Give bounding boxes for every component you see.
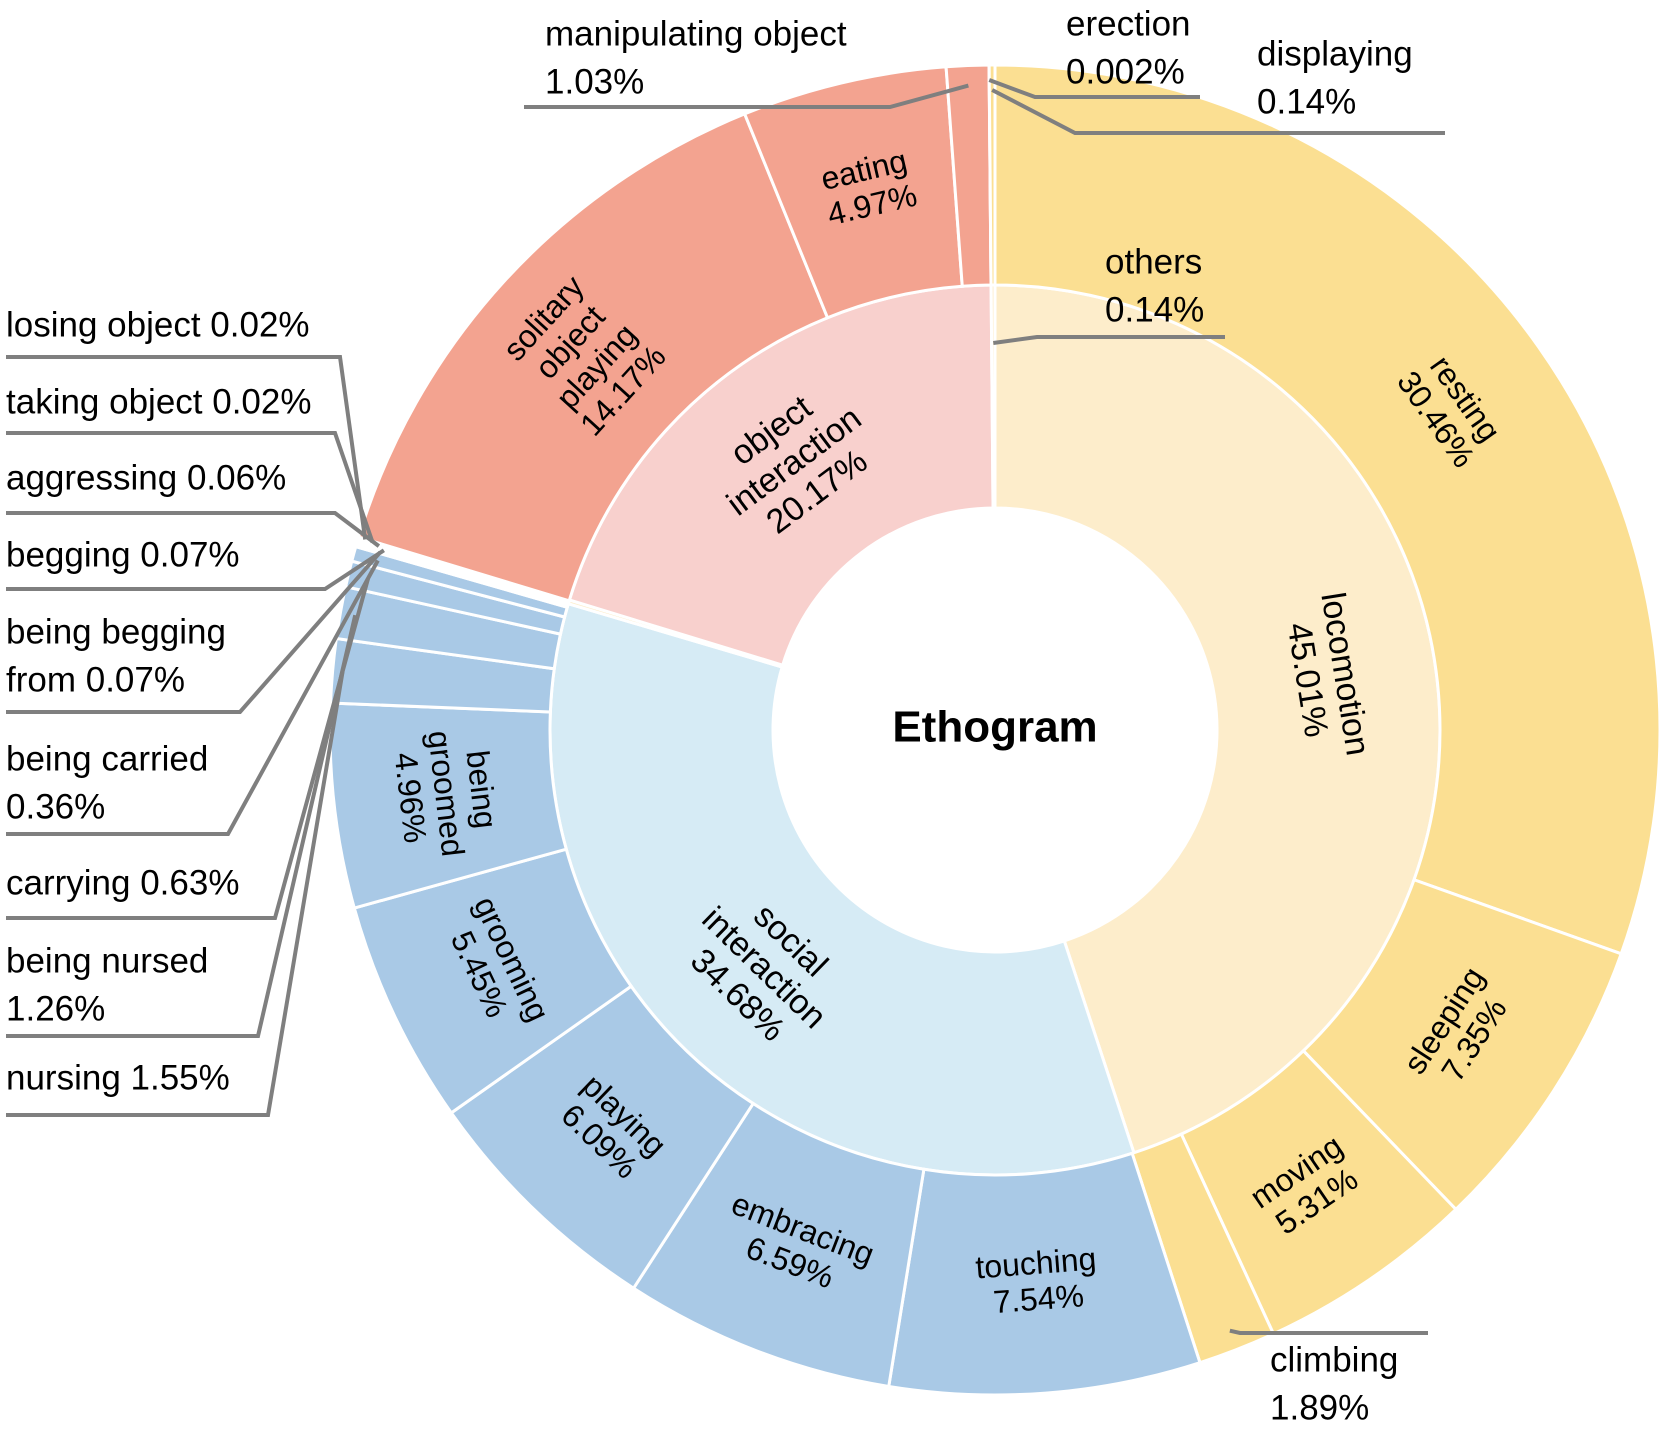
leader-line-erection [988,78,1200,99]
callout-aggressing: aggressing 0.06% [6,458,286,497]
leader-line-nursing [6,671,345,1117]
leader-line-displaying [991,88,1445,135]
callout-line: 0.002% [1066,52,1185,91]
leader-line-begging [6,548,385,591]
callout-line: 1.89% [1270,1388,1369,1427]
callout-line: aggressing 0.06% [6,458,286,497]
leader-line-aggressing [6,511,381,548]
chart-title: Ethogram [892,703,1097,752]
callout-line: 1.26% [6,989,105,1028]
inner-slice-others [989,283,997,510]
leader-line-being-nursed [6,614,358,1038]
callout-line: being begging [6,612,226,651]
callout-manipulating: manipulating object 1.03% [545,14,847,101]
callout-line: begging 0.07% [6,535,240,574]
outer-label-being-groomed: beinggroomed4.96% [385,725,506,863]
callout-line: manipulating object [545,14,847,53]
rings [328,63,1661,1397]
leader-line-climbing [1229,1328,1428,1335]
callout-line: being nursed [6,941,208,980]
callout-begging: begging 0.07% [6,535,240,574]
callout-taking-object: taking object 0.02% [6,382,311,421]
outer-label-line: 7.54% [992,1277,1085,1320]
callout-displaying: displaying 0.14% [1257,34,1413,121]
leader-line-losing-object [6,355,368,540]
outer-label-touching: touching7.54% [974,1240,1100,1321]
leader-line-others [993,335,1225,345]
callout-nursing: nursing 1.55% [6,1058,230,1097]
callout-line: 0.14% [1105,290,1204,329]
callout-others: others 0.14% [1105,242,1204,329]
callout-line: carrying 0.63% [6,863,239,902]
callout-line: losing object 0.02% [6,305,310,344]
callout-losing-object: losing object 0.02% [6,305,310,344]
leader-line-being-carried [6,559,380,836]
callout-carrying: carrying 0.63% [6,863,239,902]
callout-line: nursing 1.55% [6,1058,230,1097]
callout-line: 0.36% [6,787,105,826]
outer-slice-solitary [356,111,830,603]
outer-slice-resting [993,63,1661,956]
callout-labels: manipulating object 1.03% erection 0.002% di… [6,4,1413,1427]
callout-line: climbing [1270,1340,1398,1379]
callout-being-begging-from: being begging from 0.07% [6,612,226,699]
leader-line-being-begging-from [6,550,382,714]
callout-line: 0.14% [1257,82,1356,121]
leader-line-taking-object [6,431,375,544]
callout-line: erection [1066,4,1191,43]
callout-line: others [1105,242,1202,281]
callout-line: 1.03% [545,62,644,101]
outer-label-line: being [459,748,504,830]
callout-line: from 0.07% [6,660,185,699]
callout-climbing: climbing 1.89% [1270,1340,1398,1427]
callout-line: taking object 0.02% [6,382,311,421]
outer-slice-displaying [987,63,997,287]
leader-line-manipulating [524,83,969,109]
callout-being-carried: being carried 0.36% [6,739,208,826]
callout-line: being carried [6,739,208,778]
callout-line: displaying [1257,34,1413,73]
callout-erection: erection 0.002% [1066,4,1191,91]
leader-lines [6,78,1445,1335]
callout-being-nursed: being nursed 1.26% [6,941,208,1028]
